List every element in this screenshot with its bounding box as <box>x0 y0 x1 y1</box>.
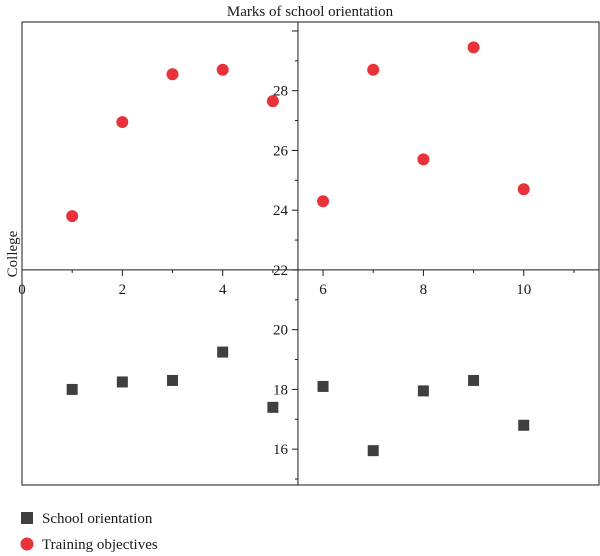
training-objectives-point <box>66 210 79 223</box>
training-objectives-point <box>367 63 380 76</box>
y-tick-label: 18 <box>273 382 288 398</box>
legend-square-icon <box>21 512 33 524</box>
x-tick-label: 6 <box>319 282 327 298</box>
legend: School orientation Training objectives <box>20 511 158 553</box>
x-ticks: 0 2 4 6 8 10 <box>18 269 575 298</box>
x-tick-label: 2 <box>119 282 127 298</box>
legend-label: Training objectives <box>42 537 158 553</box>
y-axis-label: College <box>5 230 21 277</box>
school-orientation-point <box>66 383 78 395</box>
plot-frame <box>21 21 600 486</box>
x-tick-label: 10 <box>516 282 531 298</box>
training-objectives-point <box>166 68 179 81</box>
school-orientation-point <box>367 445 379 457</box>
y-tick-label: 26 <box>273 143 289 159</box>
y-tick-label: 24 <box>273 203 289 219</box>
training-objectives-point <box>317 195 330 208</box>
chart-title: Marks of school orientation <box>227 4 394 20</box>
legend-label: School orientation <box>42 511 153 527</box>
x-tick-label: 8 <box>420 282 428 298</box>
legend-circle-icon <box>20 537 34 551</box>
y-tick-label: 22 <box>273 263 288 279</box>
x-tick-label: 0 <box>18 282 26 298</box>
training-objectives-point <box>216 63 229 76</box>
x-tick-label: 4 <box>219 282 227 298</box>
y-tick-label: 20 <box>273 323 288 339</box>
school-orientation-point <box>518 419 530 431</box>
school-orientation-point <box>468 374 480 386</box>
school-orientation-point <box>267 401 279 413</box>
data-points <box>66 41 530 457</box>
training-objectives-point <box>266 95 279 108</box>
training-objectives-point <box>467 41 480 54</box>
y-ticks: 16 18 20 22 24 26 28 <box>273 30 298 480</box>
y-tick-label: 16 <box>273 442 289 458</box>
training-objectives-point <box>116 116 129 129</box>
training-objectives-point <box>517 183 530 196</box>
school-orientation-point <box>167 374 179 386</box>
school-orientation-point <box>217 346 229 358</box>
y-tick-label: 28 <box>273 84 288 100</box>
school-orientation-point <box>116 376 128 388</box>
school-orientation-point <box>317 380 329 392</box>
training-objectives-point <box>417 153 430 166</box>
school-orientation-point <box>417 385 429 397</box>
